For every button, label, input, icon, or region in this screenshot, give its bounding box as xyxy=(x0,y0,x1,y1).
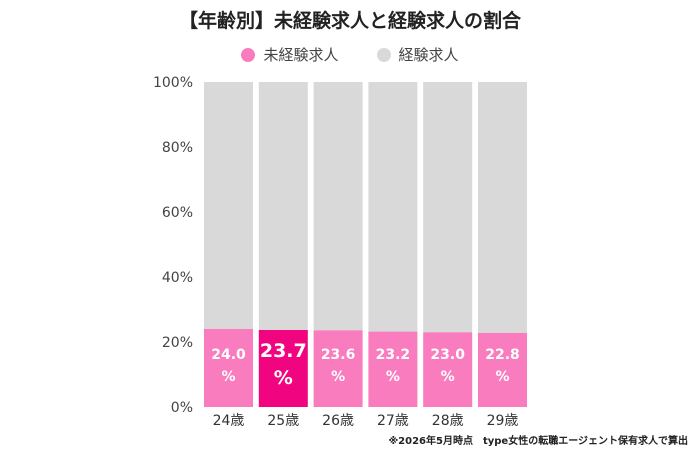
y-tick-label: 40% xyxy=(162,270,193,286)
y-tick-label: 80% xyxy=(162,140,193,156)
bar-experienced xyxy=(313,82,363,331)
bar-experienced xyxy=(368,82,418,332)
bar-experienced xyxy=(204,82,253,329)
y-tick-label: 60% xyxy=(162,205,193,221)
legend-swatch-experienced xyxy=(376,47,391,62)
x-tick-label: 26歳 xyxy=(322,413,354,429)
legend-item-experienced: 経験求人 xyxy=(376,44,459,65)
data-label: 23.7% xyxy=(260,340,307,389)
y-tick-label: 0% xyxy=(171,400,193,416)
bar-inexperienced xyxy=(368,331,418,407)
y-tick-label: 100% xyxy=(153,75,193,91)
bar-inexperienced xyxy=(313,330,363,407)
x-tick-label: 25歳 xyxy=(267,413,299,429)
data-label: 23.2% xyxy=(376,347,411,385)
legend-item-inexperienced: 未経験求人 xyxy=(241,44,339,65)
legend-label-inexperienced: 未経験求人 xyxy=(263,46,339,64)
data-label: 23.6% xyxy=(321,347,356,385)
bar-experienced xyxy=(258,82,308,330)
data-label: 23.0% xyxy=(430,347,465,385)
x-tick-label: 24歳 xyxy=(213,413,245,429)
legend-swatch-inexperienced xyxy=(241,47,256,62)
x-tick-label: 28歳 xyxy=(432,413,464,429)
data-label: 22.8% xyxy=(485,347,520,385)
bar-experienced xyxy=(478,82,527,333)
bar-inexperienced-highlight xyxy=(258,329,308,407)
bar-inexperienced xyxy=(423,332,473,407)
bar-inexperienced xyxy=(204,329,253,407)
chart-title: 【年齢別】未経験求人と経験求人の割合 xyxy=(178,10,521,32)
bar-experienced xyxy=(423,82,473,333)
data-label: 24.0% xyxy=(211,347,246,385)
bar-inexperienced xyxy=(478,332,527,407)
footnote: ※2026年5月時点 type女性の転職エージェント保有求人で算出 xyxy=(388,436,688,447)
legend: 未経験求人 経験求人 xyxy=(0,44,700,65)
x-tick-label: 29歳 xyxy=(487,413,519,429)
x-tick-label: 27歳 xyxy=(377,413,409,429)
legend-label-experienced: 経験求人 xyxy=(398,46,459,64)
y-tick-label: 20% xyxy=(162,335,193,351)
